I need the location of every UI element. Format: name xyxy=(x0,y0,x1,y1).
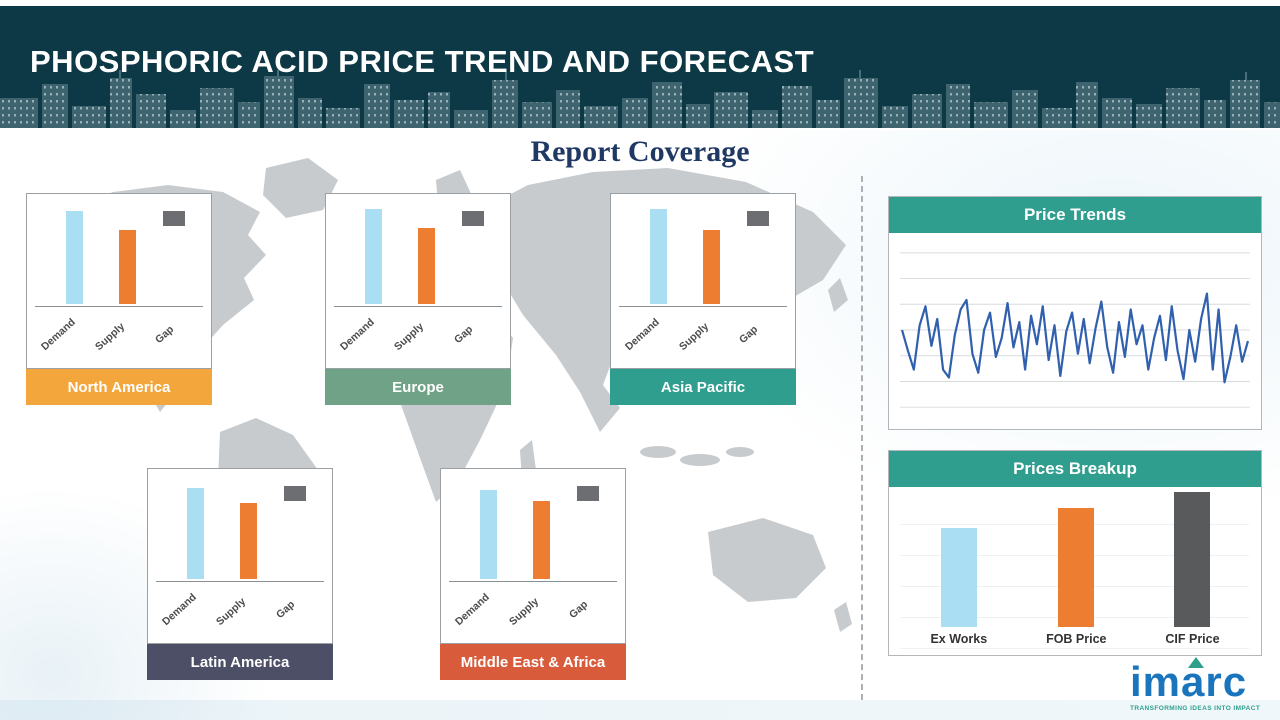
axis-label-demand: Demand xyxy=(160,591,199,628)
axis-label-supply: Supply xyxy=(507,595,542,628)
axis-label-gap: Gap xyxy=(274,598,298,621)
region-label: North America xyxy=(26,369,212,405)
prices-breakup-card: Prices Breakup Ex Works FOB Price CIF Pr… xyxy=(888,450,1262,656)
axis-baseline xyxy=(449,581,617,582)
supply-bar xyxy=(418,228,435,304)
axis-label-supply: Supply xyxy=(214,595,249,628)
demand-bar xyxy=(66,210,83,304)
middle-east-africa-chart: Demand Supply Gap xyxy=(440,468,626,644)
axis-label-demand: Demand xyxy=(623,316,662,353)
price-trends-header: Price Trends xyxy=(889,197,1261,233)
ex-works-bar xyxy=(940,527,977,627)
gap-marker xyxy=(284,486,306,501)
prices-breakup-header: Prices Breakup xyxy=(889,451,1261,487)
background-tint-bottom-strip xyxy=(0,700,1280,720)
price-trends-chart xyxy=(900,252,1250,408)
gap-marker xyxy=(163,211,185,226)
cif-price-bar xyxy=(1174,492,1211,627)
prices-breakup-chart: Ex Works FOB Price CIF Price xyxy=(901,492,1249,649)
gap-marker xyxy=(747,211,769,226)
axis-label-gap: Gap xyxy=(452,323,476,346)
logo-tagline: TRANSFORMING IDEAS INTO IMPACT xyxy=(1130,705,1261,712)
axis-baseline xyxy=(334,306,502,307)
cif-price-column: CIF Price xyxy=(1165,492,1220,649)
imarc-logo: imarc TRANSFORMING IDEAS INTO IMPACT xyxy=(1130,657,1264,712)
axis-label-gap: Gap xyxy=(737,323,761,346)
ex-works-label: Ex Works xyxy=(930,632,988,646)
header-banner: PHOSPHORIC ACID PRICE TREND AND FORECAST xyxy=(0,6,1280,128)
supply-bar xyxy=(703,229,720,304)
demand-bar xyxy=(480,489,497,579)
region-label: Europe xyxy=(325,369,511,405)
axis-baseline xyxy=(619,306,787,307)
gap-marker xyxy=(577,486,599,501)
page-title: PHOSPHORIC ACID PRICE TREND AND FORECAST xyxy=(30,44,815,79)
demand-bar xyxy=(187,487,204,579)
asia-pacific-chart: Demand Supply Gap xyxy=(610,193,796,369)
gap-marker xyxy=(462,211,484,226)
fob-price-column: FOB Price xyxy=(1046,507,1107,649)
price-trends-card: Price Trends xyxy=(888,196,1262,430)
axis-label-demand: Demand xyxy=(338,316,377,353)
europe-chart: Demand Supply Gap xyxy=(325,193,511,369)
ex-works-column: Ex Works xyxy=(930,527,988,649)
axis-label-gap: Gap xyxy=(153,323,177,346)
region-card-middle-east-africa: Demand Supply Gap Middle East & Africa xyxy=(440,468,626,680)
skyline-svg xyxy=(0,70,1280,128)
axis-label-supply: Supply xyxy=(93,320,128,353)
demand-bar xyxy=(365,209,382,304)
axis-label-demand: Demand xyxy=(453,591,492,628)
region-card-latin-america: Demand Supply Gap Latin America xyxy=(147,468,333,680)
region-card-north-america: Demand Supply Gap North America xyxy=(26,193,212,405)
demand-bar xyxy=(650,209,667,304)
cif-price-label: CIF Price xyxy=(1165,632,1220,646)
vertical-dashed-divider xyxy=(861,176,863,700)
region-card-asia-pacific: Demand Supply Gap Asia Pacific xyxy=(610,193,796,405)
axis-label-gap: Gap xyxy=(567,598,591,621)
city-skyline-graphic xyxy=(0,70,1280,128)
axis-baseline xyxy=(156,581,324,582)
axis-label-supply: Supply xyxy=(677,320,712,353)
north-america-chart: Demand Supply Gap xyxy=(26,193,212,369)
region-card-europe: Demand Supply Gap Europe xyxy=(325,193,511,405)
region-label: Middle East & Africa xyxy=(440,644,626,680)
fob-price-bar xyxy=(1058,507,1095,627)
axis-label-supply: Supply xyxy=(392,320,427,353)
region-label: Latin America xyxy=(147,644,333,680)
fob-price-label: FOB Price xyxy=(1046,632,1107,646)
supply-bar xyxy=(533,501,550,579)
axis-label-demand: Demand xyxy=(39,316,78,353)
latin-america-chart: Demand Supply Gap xyxy=(147,468,333,644)
axis-baseline xyxy=(35,306,203,307)
supply-bar xyxy=(119,229,136,304)
section-title: Report Coverage xyxy=(530,135,750,168)
supply-bar xyxy=(240,503,257,579)
logo-accent-triangle-icon xyxy=(1188,657,1204,668)
region-label: Asia Pacific xyxy=(610,369,796,405)
